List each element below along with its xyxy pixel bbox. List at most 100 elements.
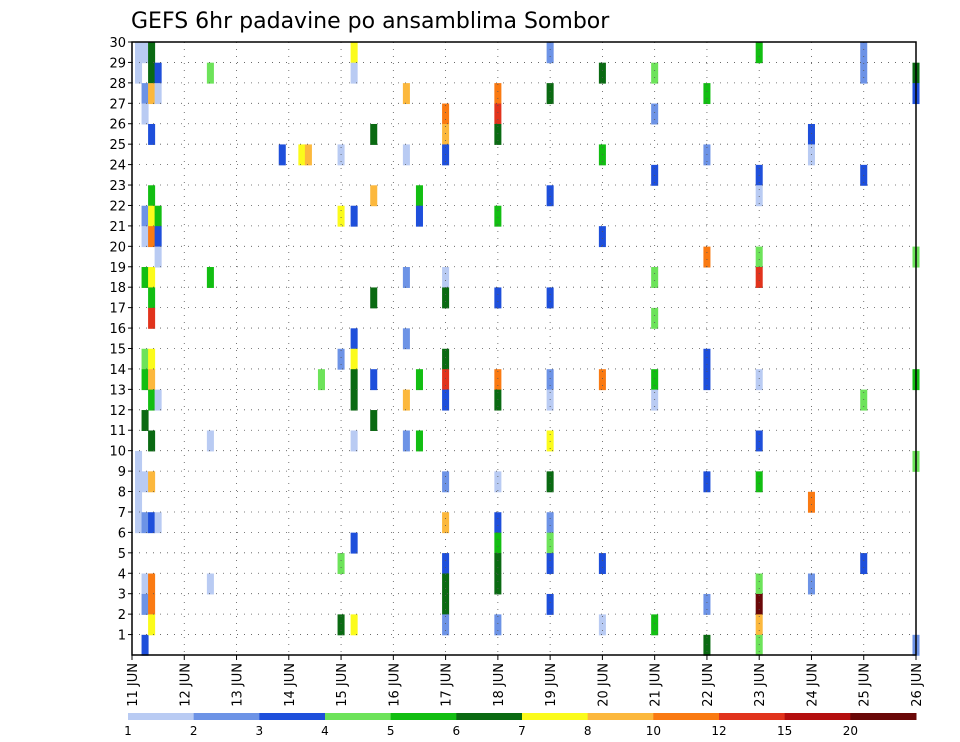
heatmap-cell	[154, 62, 162, 84]
heatmap-cell	[370, 123, 378, 145]
heatmap-cell	[402, 144, 410, 166]
heatmap-cell	[350, 62, 358, 84]
heatmap-cell	[598, 553, 606, 575]
x-tick-label: 19 JUN	[544, 663, 559, 707]
x-tick-label: 25 JUN	[858, 663, 873, 707]
heatmap-cell	[154, 226, 162, 248]
heatmap-cell	[651, 307, 659, 329]
y-tick-label: 24	[109, 159, 126, 174]
heatmap-cell	[807, 123, 815, 145]
heatmap-cell	[135, 491, 143, 513]
colorbar-label: 1	[124, 724, 132, 738]
chart-title: GEFS 6hr padavine po ansamblima Sombor	[131, 9, 610, 34]
x-tick-label: 17 JUN	[440, 663, 455, 707]
heatmap-cell	[148, 430, 156, 452]
colorbar-swatch	[390, 713, 457, 720]
x-tick-label: 18 JUN	[492, 663, 507, 707]
heatmap-cell	[317, 369, 325, 391]
heatmap-cell	[442, 593, 450, 615]
heatmap-cell	[402, 389, 410, 411]
x-tick-label: 22 JUN	[701, 663, 716, 707]
colorbar-swatch	[587, 713, 654, 720]
heatmap-cell	[350, 42, 358, 64]
heatmap-cell	[350, 369, 358, 391]
heatmap-cell	[206, 267, 214, 288]
heatmap-cell	[135, 512, 143, 534]
heatmap-cell	[141, 103, 149, 125]
heatmap-cell	[141, 83, 149, 105]
y-tick-label: 7	[118, 506, 126, 521]
x-tick-label: 24 JUN	[805, 663, 820, 707]
y-tick-label: 9	[118, 465, 126, 480]
y-tick-label: 4	[118, 567, 126, 582]
heatmap-cell	[350, 389, 358, 411]
heatmap-cell	[148, 185, 156, 207]
heatmap-cell	[148, 614, 156, 636]
heatmap-cell	[755, 42, 763, 64]
heatmap-cell	[546, 369, 554, 391]
heatmap-cell	[494, 103, 502, 125]
heatmap-cell	[546, 83, 554, 105]
y-tick-label: 22	[109, 199, 126, 214]
heatmap-cell	[755, 593, 763, 615]
heatmap-cell	[755, 573, 763, 595]
y-tick-label: 6	[118, 526, 126, 541]
y-tick-label: 20	[109, 240, 126, 255]
heatmap-cell	[415, 430, 423, 452]
heatmap-cell	[148, 512, 156, 534]
heatmap-cell	[651, 103, 659, 125]
heatmap-cell	[141, 226, 149, 248]
y-tick-label: 17	[109, 302, 126, 317]
y-tick-label: 30	[109, 36, 126, 51]
heatmap-cell	[141, 573, 149, 595]
y-axis-ticks: 1234567891011121314151617181920212223242…	[109, 36, 132, 644]
heatmap-cell	[703, 83, 711, 105]
heatmap-cell	[546, 471, 554, 493]
x-tick-label: 14 JUN	[283, 663, 298, 707]
colorbar-label: 2	[190, 724, 198, 738]
heatmap-cell	[703, 471, 711, 493]
x-tick-label: 23 JUN	[753, 663, 768, 707]
y-tick-label: 10	[109, 445, 126, 460]
heatmap-cell	[206, 573, 214, 595]
heatmap-cell	[148, 83, 156, 105]
colorbar-swatch	[850, 713, 917, 720]
y-tick-label: 27	[109, 97, 126, 112]
heatmap-cell	[148, 369, 156, 391]
heatmap-cell	[494, 532, 502, 554]
colorbar-label: 7	[518, 724, 526, 738]
heatmap-cell	[442, 573, 450, 595]
heatmap-cell	[494, 614, 502, 636]
y-tick-label: 21	[109, 220, 126, 235]
heatmap-cell	[651, 369, 659, 391]
y-tick-label: 25	[109, 138, 126, 153]
colorbar-swatch	[784, 713, 851, 720]
heatmap-cell	[148, 226, 156, 248]
heatmap-cell	[402, 430, 410, 452]
heatmap-cell	[651, 614, 659, 636]
heatmap-cell	[141, 205, 149, 227]
heatmap-cell	[141, 512, 149, 534]
heatmap-cell	[337, 614, 345, 636]
heatmap-cell	[148, 62, 156, 84]
heatmap-cell	[598, 62, 606, 84]
heatmap-cell	[651, 62, 659, 84]
heatmap-cell	[148, 205, 156, 227]
heatmap-cell	[442, 471, 450, 493]
heatmap-cell	[141, 593, 149, 615]
heatmap-cell	[141, 634, 149, 656]
heatmap-cell	[141, 42, 149, 64]
y-tick-label: 14	[109, 363, 126, 378]
heatmap-cell	[494, 573, 502, 595]
x-tick-label: 12 JUN	[178, 663, 193, 707]
heatmap-cell	[148, 348, 156, 370]
heatmap-cell	[141, 471, 149, 493]
x-tick-label: 11 JUN	[126, 663, 141, 707]
y-tick-label: 16	[109, 322, 126, 337]
heatmap-cell	[141, 267, 149, 288]
heatmap-cell	[546, 430, 554, 452]
heatmap-cell	[350, 205, 358, 227]
y-tick-label: 5	[118, 547, 126, 562]
heatmap-cell	[141, 410, 149, 431]
colorbar-swatch	[653, 713, 720, 720]
